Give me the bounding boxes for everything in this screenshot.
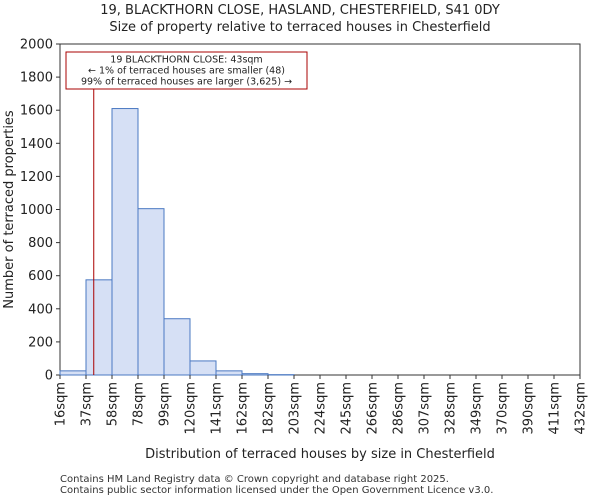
annotation-box — [65, 51, 308, 90]
x-tick-label: 307sqm — [418, 382, 433, 435]
bar-58sqm — [111, 108, 139, 376]
x-tick-label: 245sqm — [340, 382, 355, 435]
x-tick-label: 182sqm — [262, 382, 277, 435]
bar-16sqm — [59, 370, 87, 376]
annotation-line1: 19 BLACKTHORN CLOSE: 43sqm — [110, 55, 262, 66]
x-tick-label: 16sqm — [54, 382, 69, 426]
footer-licence: Contains public sector information licen… — [60, 485, 494, 496]
y-tick-label: 200 — [28, 335, 53, 350]
x-tick-label: 349sqm — [470, 382, 485, 435]
bar-141sqm — [215, 370, 243, 376]
x-tick-label: 203sqm — [288, 382, 303, 435]
annotation-line2: ← 1% of terraced houses are smaller (48) — [88, 66, 285, 77]
x-tick-label: 411sqm — [548, 382, 563, 435]
annotation-line3: 99% of terraced houses are larger (3,625… — [81, 77, 292, 88]
y-tick-label: 1400 — [20, 137, 53, 152]
y-tick-label: 400 — [28, 302, 53, 317]
y-tick-label: 0 — [45, 369, 53, 384]
y-tick-label: 1000 — [20, 203, 53, 218]
x-tick-label: 390sqm — [522, 382, 537, 435]
y-axis-label: Number of terraced properties — [2, 110, 17, 309]
x-tick-label: 162sqm — [236, 382, 251, 435]
bar-162sqm — [241, 373, 269, 376]
x-tick-label: 266sqm — [366, 382, 381, 435]
y-tick-label: 1800 — [20, 71, 53, 86]
y-tick-label: 1200 — [20, 170, 53, 185]
x-tick-label: 224sqm — [314, 382, 329, 435]
y-tick-label: 2000 — [20, 38, 53, 53]
x-tick-label: 370sqm — [496, 382, 511, 435]
bar-37sqm — [85, 279, 113, 376]
x-tick-label: 58sqm — [106, 382, 121, 426]
bar-99sqm — [163, 318, 191, 376]
footer-copyright: Contains HM Land Registry data © Crown c… — [60, 474, 449, 485]
y-tick-label: 800 — [28, 236, 53, 251]
x-tick-label: 286sqm — [392, 382, 407, 435]
x-tick-label: 99sqm — [158, 382, 173, 426]
x-axis-label: Distribution of terraced houses by size … — [145, 447, 495, 462]
x-tick-label: 328sqm — [444, 382, 459, 435]
x-tick-label: 78sqm — [132, 382, 147, 426]
bar-120sqm — [189, 360, 217, 376]
chart-title-line2: Size of property relative to terraced ho… — [109, 20, 491, 35]
x-tick-label: 141sqm — [210, 382, 225, 435]
bar-78sqm — [137, 208, 165, 376]
y-tick-label: 1600 — [20, 104, 53, 119]
x-tick-label: 37sqm — [80, 382, 95, 426]
y-tick-label: 600 — [28, 269, 53, 284]
chart-title-line1: 19, BLACKTHORN CLOSE, HASLAND, CHESTERFI… — [100, 3, 500, 18]
x-tick-label: 432sqm — [574, 382, 589, 435]
x-tick-label: 120sqm — [184, 382, 199, 435]
